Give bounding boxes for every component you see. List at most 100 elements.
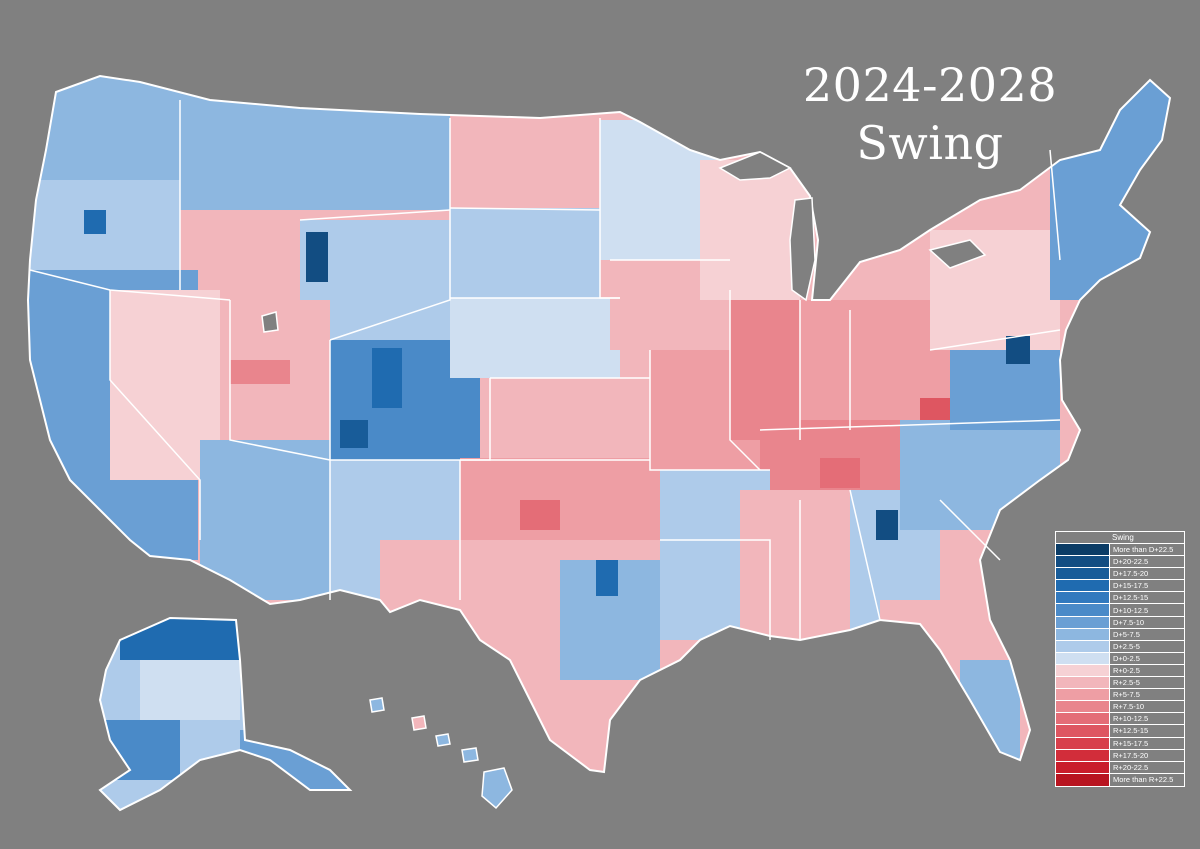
legend-label: R+2.5-5 (1113, 678, 1140, 688)
legend-label: D+15-17.5 (1113, 581, 1149, 591)
lake-michigan (789, 197, 816, 302)
legend-item: D+2.5-5 (1056, 640, 1184, 653)
legend-swatch (1056, 568, 1110, 580)
legend-item: R+20-22.5 (1056, 761, 1184, 774)
state-borders (29, 100, 1061, 640)
legend-swatch (1056, 689, 1110, 701)
legend-item: R+5-7.5 (1056, 689, 1184, 702)
border-line (939, 499, 1001, 561)
legend-item: R+2.5-5 (1056, 677, 1184, 690)
legend-swatch (1056, 652, 1110, 664)
legend-label: More than R+22.5 (1113, 775, 1174, 785)
legend-item: D+5-7.5 (1056, 628, 1184, 641)
great-salt-lake (261, 311, 279, 333)
legend-item: More than D+22.5 (1056, 544, 1184, 557)
legend-item: D+15-17.5 (1056, 580, 1184, 593)
swing-legend: Swing More than D+22.5 D+20-22.5 D+17.5-20… (1055, 531, 1185, 787)
border-line (1049, 149, 1061, 261)
lake-erie-ontario (928, 239, 987, 269)
legend-item: D+7.5-10 (1056, 616, 1184, 629)
alaska-interior (140, 660, 240, 720)
border-line (649, 350, 770, 471)
legend-label: R+17.5-20 (1113, 750, 1149, 760)
hawaii-big-island (481, 767, 513, 810)
hawaii-kauai (411, 715, 427, 731)
legend-swatch (1056, 640, 1110, 652)
county-blue-washington (84, 210, 106, 234)
region-carolinas (900, 420, 1060, 530)
county-dark-blue-georgia (876, 510, 898, 540)
map-title: 2024-2028 Swing (780, 56, 1080, 172)
region-north-dakota (450, 118, 600, 208)
legend-label: R+5-7.5 (1113, 690, 1140, 700)
county-red-kentucky (920, 398, 950, 420)
border-line (929, 329, 1061, 351)
county-dark-blue-wyoming (306, 232, 328, 282)
legend-label: D+7.5-10 (1113, 617, 1145, 627)
legend-swatch (1056, 544, 1110, 556)
legend-item: D+0-2.5 (1056, 652, 1184, 665)
legend-swatch (1056, 725, 1110, 737)
legend-label: D+2.5-5 (1113, 641, 1140, 651)
legend-item: R+7.5-10 (1056, 701, 1184, 714)
county-red-tennessee (820, 458, 860, 488)
region-florida-south (960, 660, 1020, 760)
alaska-outline (98, 616, 353, 812)
border-line (849, 489, 881, 621)
county-red-utah (230, 360, 290, 384)
alaska-southwest (100, 720, 180, 780)
border-line (299, 209, 451, 221)
hawaii-oahu (435, 733, 451, 747)
legend-label: R+7.5-10 (1113, 702, 1145, 712)
county-red-oklahoma (520, 500, 560, 530)
legend-swatch (1056, 592, 1110, 604)
region-kansas (490, 378, 650, 458)
legend-swatch (1056, 677, 1110, 689)
border-line (329, 118, 451, 341)
legend-swatch (1056, 737, 1110, 749)
legend-label: D+17.5-20 (1113, 569, 1149, 579)
legend-swatch (1056, 761, 1110, 773)
legend-rows: More than D+22.5 D+20-22.5 D+17.5-20 D+15-1… (1056, 544, 1184, 786)
legend-item: D+10-12.5 (1056, 604, 1184, 617)
alaska-southeast (240, 730, 350, 790)
region-south-dakota (450, 208, 600, 298)
alaska (100, 618, 350, 810)
hawaii-small-1 (369, 697, 385, 713)
legend-swatch (1056, 713, 1110, 725)
county-blue-texas (596, 560, 618, 596)
border-line (660, 539, 771, 640)
legend-item: R+17.5-20 (1056, 749, 1184, 762)
legend-label: R+20-22.5 (1113, 762, 1149, 772)
legend-item: D+17.5-20 (1056, 568, 1184, 581)
legend-item: R+0-2.5 (1056, 664, 1184, 678)
legend-title: Swing (1056, 532, 1184, 544)
border-line (229, 300, 331, 461)
legend-swatch (1056, 664, 1110, 677)
legend-swatch (1056, 701, 1110, 713)
legend-label: R+12.5-15 (1113, 726, 1149, 736)
hawaii (369, 697, 513, 810)
legend-label: D+5-7.5 (1113, 629, 1140, 639)
hawaii-maui (461, 747, 479, 763)
legend-item: D+12.5-15 (1056, 592, 1184, 605)
region-illinois (730, 290, 800, 440)
region-virginia (950, 350, 1060, 430)
legend-label: R+15-17.5 (1113, 738, 1149, 748)
border-line (599, 118, 620, 299)
region-michigan (800, 200, 920, 310)
legend-swatch (1056, 604, 1110, 616)
legend-label: D+10-12.5 (1113, 605, 1149, 615)
legend-label: R+10-12.5 (1113, 714, 1149, 724)
lake-superior (718, 151, 792, 181)
map-title-line2: Swing (856, 116, 1004, 170)
region-washington (30, 76, 190, 180)
legend-item: R+10-12.5 (1056, 713, 1184, 726)
legend-swatch (1056, 749, 1110, 761)
county-dark-blue-colorado (372, 348, 402, 408)
legend-swatch (1056, 580, 1110, 592)
region-arizona (200, 440, 330, 600)
county-dark-blue-maryland (1006, 336, 1030, 364)
legend-swatch (1056, 773, 1110, 786)
